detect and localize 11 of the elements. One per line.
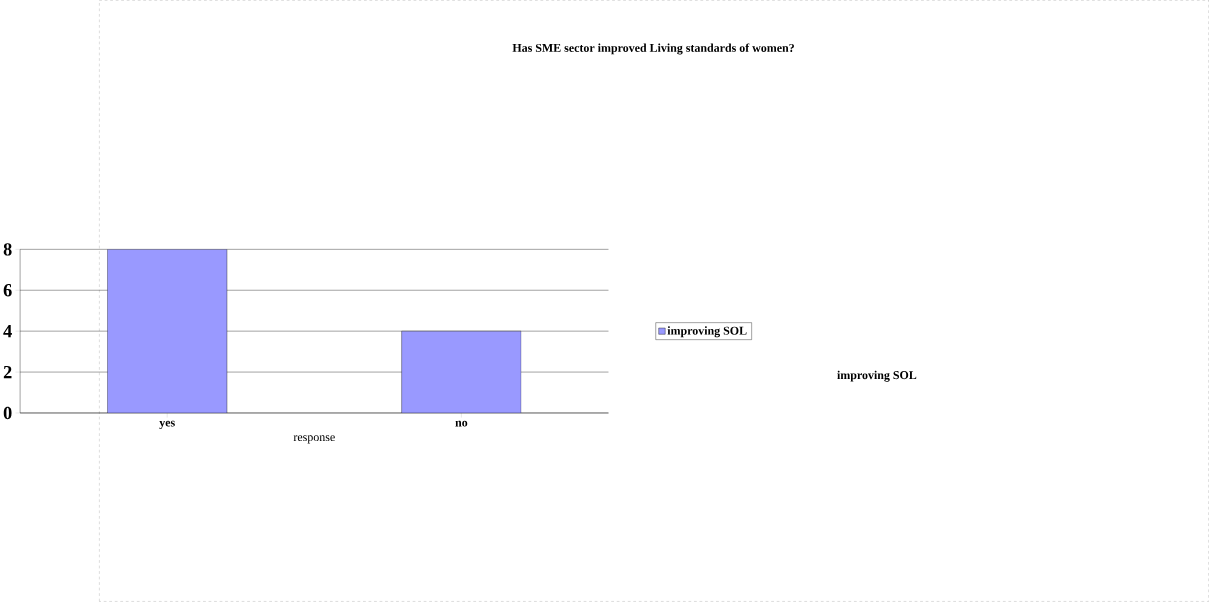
y-tick-label: 6 xyxy=(3,284,12,297)
text: improving SOL xyxy=(837,370,917,382)
y-tick-label: 2 xyxy=(3,366,12,379)
legend-label: improving SOL xyxy=(667,326,747,338)
y-tick-label: 4 xyxy=(3,325,12,338)
x-tick-label: yes xyxy=(159,421,175,430)
x-axis-title: response xyxy=(293,435,335,444)
text: Has SME sector improved Living standards of women? xyxy=(512,43,794,55)
y-tick-label: 0 xyxy=(3,406,12,420)
x-tick-label: no xyxy=(455,421,468,427)
y-tick-label: 8 xyxy=(3,243,12,256)
